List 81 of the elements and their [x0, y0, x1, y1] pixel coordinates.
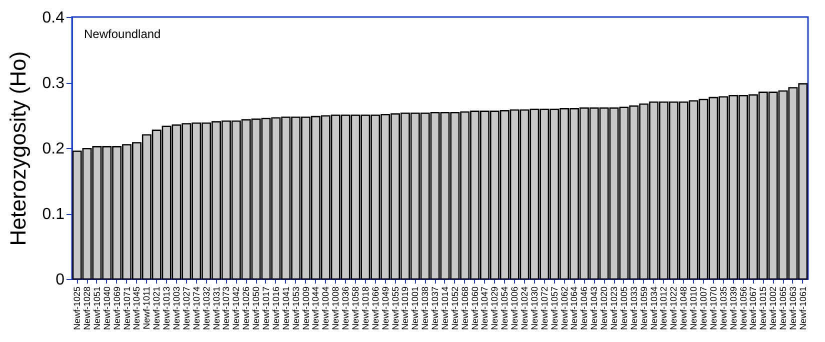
y-tick-label: 0.2	[42, 140, 65, 158]
x-tick-label: Newf-1020	[599, 286, 610, 330]
x-tick-label: Newf-1008	[330, 286, 341, 330]
x-tick-label: Newf-1023	[609, 286, 620, 330]
x-tick-label: Newf-1046	[579, 286, 590, 330]
x-tick-label: Newf-1032	[201, 286, 212, 330]
x-tick-label: Newf-1060	[470, 286, 480, 330]
x-tick-label: Newf-1058	[350, 286, 360, 330]
x-tick-label: Newf-1035	[718, 286, 728, 330]
x-tick-label: Newf-1033	[628, 286, 639, 330]
x-tick-label: Newf-1059	[638, 286, 649, 330]
x-tick-label: Newf-1028	[82, 286, 92, 330]
x-tick-label: Newf-1036	[340, 286, 351, 330]
x-tick-label: Newf-1021	[152, 286, 162, 330]
x-tick-label: Newf-1038	[420, 286, 430, 330]
x-tick-label: Newf-1026	[241, 286, 252, 330]
x-tick-label: Newf-1055	[390, 286, 400, 330]
x-tick-label: Newf-1062	[559, 286, 570, 330]
x-tick-label: Newf-1069	[112, 286, 122, 330]
x-tick-label: Newf-1072	[539, 286, 550, 330]
x-tick-label: Newf-1012	[658, 286, 669, 330]
x-tick-label: Newf-1041	[280, 286, 291, 330]
x-tick-label: Newf-1022	[668, 286, 679, 330]
y-tick-label: 0.4	[42, 10, 65, 26]
x-tick-label: Newf-1052	[450, 286, 460, 330]
y-tick-label: 0.1	[42, 206, 65, 223]
x-tick-label: Newf-1029	[490, 286, 500, 330]
x-tick-label: Newf-1057	[549, 286, 560, 330]
annotation: Newfoundland	[84, 27, 161, 41]
x-tick-label: Newf-1002	[768, 286, 778, 330]
x-tick-label: Newf-1009	[300, 286, 311, 330]
x-tick-label: Newf-1063	[788, 286, 798, 330]
x-tick-label: Newf-1013	[162, 286, 172, 330]
x-tick-label: Newf-1015	[758, 286, 768, 330]
x-tick-label: Newf-1024	[520, 286, 530, 330]
x-tick-label: Newf-1044	[310, 286, 321, 330]
x-tick-label: Newf-1051	[92, 286, 102, 330]
x-tick-label: Newf-1027	[181, 286, 192, 330]
x-tick-label: Newf-1010	[688, 286, 699, 330]
x-tick-label: Newf-1007	[698, 286, 708, 330]
x-tick-label: Newf-1068	[460, 286, 470, 330]
x-tick-label: Newf-1054	[500, 286, 510, 330]
x-tick-label: Newf-1065	[778, 286, 788, 330]
x-tick-label: Newf-1005	[618, 286, 629, 330]
x-tick-label: Newf-1066	[370, 286, 380, 330]
x-tick-label: Newf-1019	[400, 286, 410, 330]
x-tick-label: Newf-1049	[380, 286, 390, 330]
x-tick-label: Newf-1016	[270, 286, 281, 330]
x-tick-label: Newf-1048	[678, 286, 689, 330]
x-tick-label: Newf-1053	[290, 286, 301, 330]
x-tick-label: Newf-1043	[589, 286, 600, 330]
x-tick-label: Newf-1014	[440, 286, 450, 330]
x-tick-label: Newf-1073	[221, 286, 232, 330]
x-tick-label: Newf-1034	[648, 286, 659, 330]
x-tick-label: Newf-1003	[172, 286, 182, 330]
x-tick-label: Newf-1042	[231, 286, 242, 330]
x-tick-label: Newf-1074	[191, 286, 202, 330]
x-tick-label: Newf-1061	[798, 286, 808, 330]
x-tick-label: Newf-1006	[510, 286, 520, 330]
x-tick-label: Newf-1018	[360, 286, 370, 330]
x-tick-label: Newf-1001	[410, 286, 420, 330]
x-tick-label: Newf-1004	[320, 286, 331, 330]
x-tick-label: Newf-1031	[211, 286, 222, 330]
x-tick-label: Newf-1037	[430, 286, 440, 330]
y-tick-label: 0.3	[42, 75, 65, 92]
x-tick-label: Newf-1030	[529, 286, 540, 330]
x-tick-label: Newf-1039	[728, 286, 738, 330]
y-axis-title: Heterozygosity (Ho)	[5, 51, 30, 246]
x-tick-label: Newf-1047	[480, 286, 490, 330]
x-tick-label: Newf-1017	[260, 286, 271, 330]
x-tick-label: Newf-1070	[708, 286, 718, 330]
x-tick-label: Newf-1067	[748, 286, 758, 330]
x-tick-label: Newf-1011	[142, 286, 152, 330]
y-tick-label: 0	[56, 272, 65, 288]
x-tick-label: Newf-1050	[251, 286, 262, 330]
x-tick-label: Newf-1025	[72, 286, 82, 330]
x-tick-label: Newf-1056	[738, 286, 748, 330]
x-tick-label: Newf-1071	[122, 286, 132, 330]
x-tick-label: Newf-1045	[132, 286, 142, 330]
x-tick-label: Newf-1040	[102, 286, 112, 330]
x-tick-label: Newf-1064	[569, 286, 580, 330]
